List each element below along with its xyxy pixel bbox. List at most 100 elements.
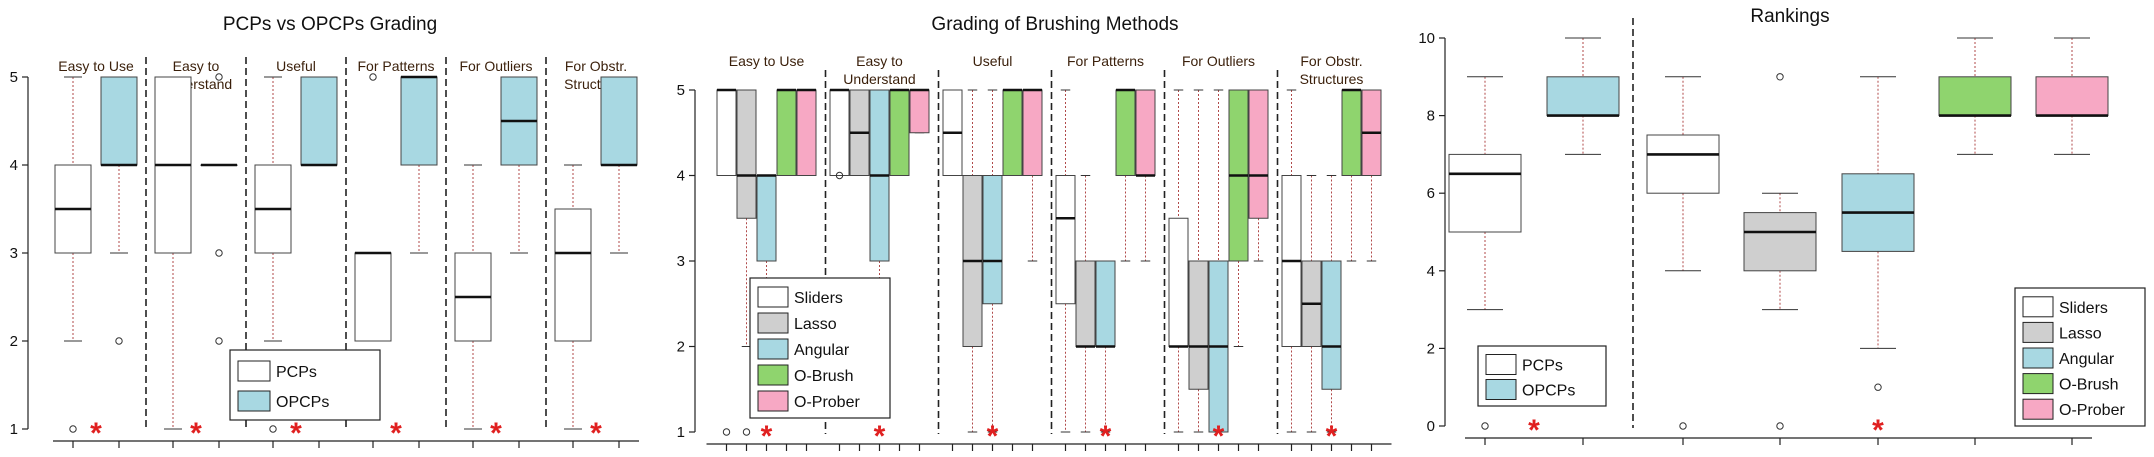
- legend-swatch-angular: [757, 338, 789, 360]
- y-tick-label: 4: [1427, 263, 1435, 280]
- group-label: For Outliers: [459, 58, 532, 74]
- iqr-box: [1135, 89, 1156, 176]
- iqr-box: [716, 89, 737, 176]
- box-pcps: [454, 164, 492, 430]
- legend-swatch-lasso: [757, 312, 789, 334]
- iqr-box: [1022, 89, 1043, 176]
- outlier-point: [722, 428, 731, 436]
- iqr-box: [1448, 153, 1522, 233]
- group-label: Easy to Use: [729, 53, 805, 69]
- legend-swatch-o-prober: [757, 390, 789, 412]
- box-opcps: [200, 73, 238, 345]
- iqr-box: [1743, 212, 1817, 272]
- iqr-box: [1646, 134, 1720, 194]
- significance-star: *: [987, 420, 999, 453]
- iqr-box: [1546, 76, 1620, 117]
- significance-star: *: [390, 417, 402, 450]
- box-sliders: [942, 89, 963, 176]
- group-label-line: Structures: [1300, 71, 1364, 87]
- box-opcps: [600, 76, 638, 254]
- box-o-brush: [889, 88, 910, 176]
- significance-star: *: [590, 417, 602, 450]
- iqr-box: [829, 89, 850, 176]
- box-sliders: [1168, 89, 1189, 433]
- outlier-point: [742, 428, 751, 436]
- iqr-box: [756, 175, 777, 262]
- box-angular: [1321, 175, 1342, 433]
- legend: PCPs OPCPs: [1477, 345, 1607, 407]
- outlier-point: [215, 73, 223, 81]
- outlier-point: [1776, 73, 1784, 81]
- significance-star: *: [1872, 414, 1884, 447]
- box-angular: [1208, 89, 1229, 433]
- y-tick-label: 6: [1427, 185, 1435, 202]
- iqr-box: [354, 252, 392, 342]
- box-angular: [1841, 76, 1915, 391]
- significance-star: *: [761, 420, 773, 453]
- legend-swatch-opcps: [237, 390, 271, 412]
- legend-swatch-o-prober: [2022, 398, 2054, 420]
- box-opcps: [100, 76, 138, 345]
- box-sliders: [1055, 89, 1076, 433]
- box-pcps: [354, 73, 392, 342]
- y-tick-label: 2: [677, 339, 685, 356]
- box-o-brush: [1341, 88, 1362, 262]
- box-sliders: [829, 88, 850, 180]
- box-lasso: [1188, 89, 1209, 433]
- y-tick-label: 10: [1418, 30, 1435, 47]
- chart-title: Rankings: [1750, 6, 1829, 27]
- iqr-box: [554, 208, 592, 342]
- significance-star: *: [190, 417, 202, 450]
- iqr-box: [1115, 89, 1136, 176]
- y-tick-label: 1: [677, 424, 685, 441]
- iqr-box: [1188, 260, 1209, 390]
- box-sliders: [1646, 76, 1720, 430]
- y-tick-label: 8: [1427, 108, 1435, 125]
- legend-label: Sliders: [794, 290, 843, 307]
- legend-label: O-Prober: [2059, 402, 2125, 419]
- box-o-brush: [776, 88, 797, 176]
- box-pcps: [1448, 76, 1522, 430]
- legend-swatch-pcps: [237, 360, 271, 382]
- outlier-point: [369, 73, 377, 81]
- iqr-box: [1938, 76, 2012, 117]
- y-tick-label: 5: [677, 82, 685, 99]
- box-opcps: [500, 76, 538, 254]
- iqr-box: [1341, 89, 1362, 176]
- legend-label: OPCPs: [276, 394, 329, 411]
- legend-swatch-sliders: [2022, 296, 2054, 318]
- outlier-point: [1481, 422, 1489, 430]
- outlier-point: [1776, 422, 1784, 430]
- legend-swatch-angular: [2022, 347, 2054, 369]
- group-label: Useful: [276, 58, 316, 74]
- box-sliders: [1281, 89, 1302, 433]
- box-o-prober: [909, 88, 930, 134]
- outlier-point: [215, 249, 223, 257]
- legend-label: OPCPs: [1522, 383, 1575, 400]
- box-o-prober: [1361, 89, 1382, 262]
- legend-label: Angular: [2059, 351, 2115, 368]
- legend-label: Lasso: [794, 316, 837, 333]
- iqr-box: [1002, 89, 1023, 176]
- group-label: For Outliers: [1182, 53, 1255, 69]
- legend-swatch-o-brush: [2022, 373, 2054, 395]
- iqr-box: [2035, 76, 2109, 117]
- outlier-point: [835, 171, 844, 180]
- legend-swatch-sliders: [757, 286, 789, 308]
- significance-star: *: [1326, 420, 1338, 453]
- chart-rankings: Rankings 0 2 4 6 8 10 * * PCPs OPCPs Sliders Lasso An…: [1418, 6, 2146, 447]
- group-label-line: Understand: [843, 71, 915, 87]
- box-pcps: [154, 76, 192, 430]
- box-o-brush: [1002, 88, 1023, 176]
- legend-label: Sliders: [2059, 300, 2108, 317]
- legend-label: Angular: [794, 342, 850, 359]
- box-pcps: [254, 76, 292, 433]
- iqr-box: [1055, 175, 1076, 305]
- group-label: For Patterns: [357, 58, 434, 74]
- box-lasso: [1743, 73, 1817, 430]
- significance-star: *: [490, 417, 502, 450]
- legend: PCPs OPCPs: [229, 349, 381, 421]
- outlier-point: [1679, 422, 1687, 430]
